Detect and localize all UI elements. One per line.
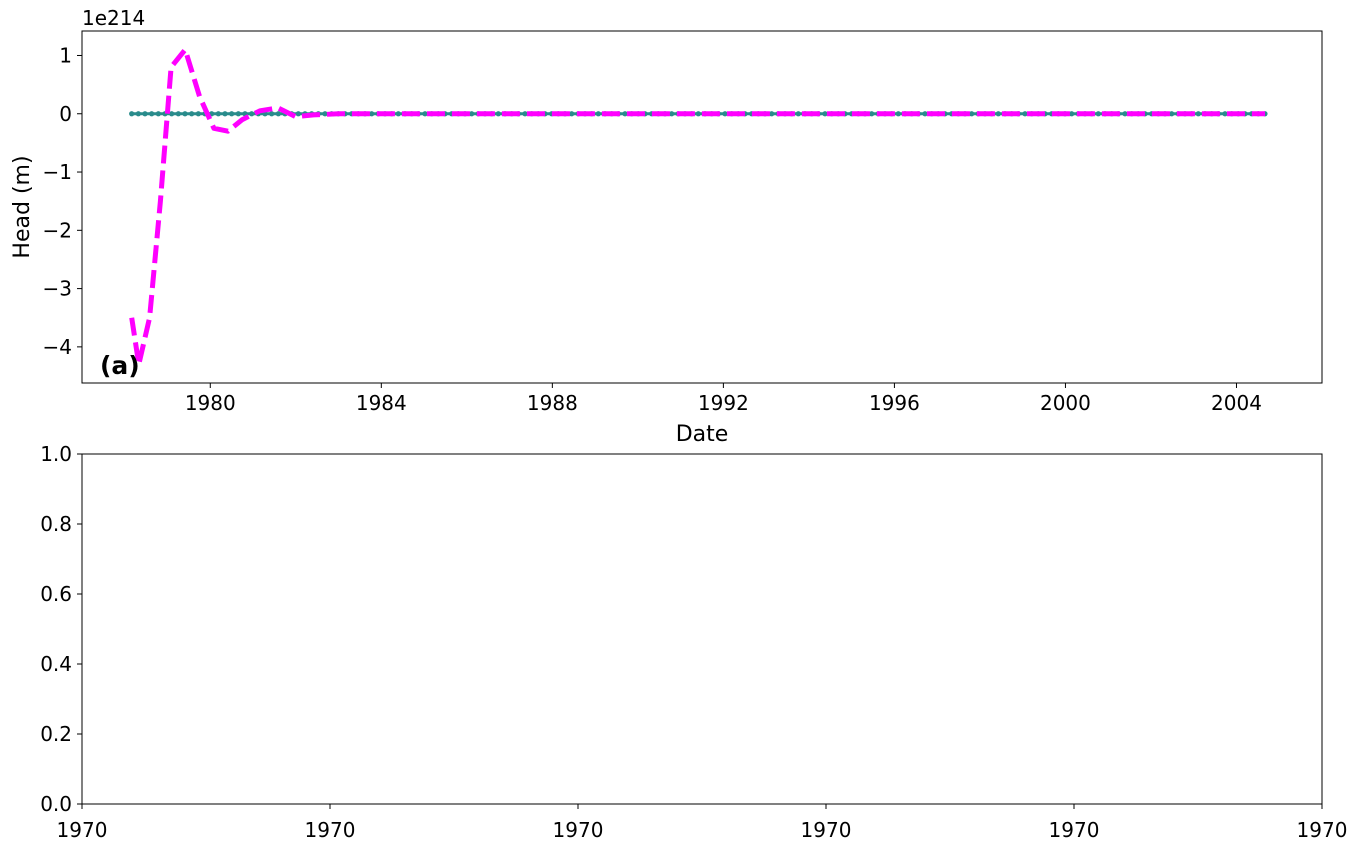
observed-point [969,111,975,117]
observed-point [1022,111,1028,117]
top-x-tick-label: 2000 [1040,391,1091,415]
observed-point [695,111,701,117]
top-y-tick-label: −1 [43,160,72,184]
bottom-x-tick-label: 1970 [801,818,852,842]
observed-point [142,111,148,117]
top-x-tick-label: 1980 [185,391,236,415]
top-y-tick-label: −4 [43,335,72,359]
top-y-tick-label: −3 [43,277,72,301]
bottom-x-tick-label: 1970 [553,818,604,842]
observed-point [495,111,501,117]
top-y-tick-label: −2 [43,218,72,242]
top-x-tick-label: 1992 [698,391,749,415]
top-series-layer [129,47,1268,367]
observed-point [1169,111,1175,117]
bottom-y-axis-ticks: 0.0 0.2 0.4 0.6 0.8 1.0 [40,442,82,816]
top-y-offset-label: 1e214 [82,6,145,30]
bottom-chart-panel: 1970 1970 1970 1970 1970 1970 0.0 0.2 0.4 0.6 0.8… [40,442,1347,842]
observed-point [295,111,301,117]
observed-point [169,111,175,117]
observed-point [1122,111,1128,117]
observed-point [569,111,575,117]
bottom-x-tick-label: 1970 [305,818,356,842]
observed-point [182,111,188,117]
observed-point [769,111,775,117]
top-x-tick-label: 1996 [869,391,920,415]
bottom-y-tick-label: 0.8 [40,512,72,536]
observed-point [1069,111,1075,117]
top-plot-frame [81,30,1323,384]
top-x-axis-label: Date [676,422,729,447]
observed-point [469,111,475,117]
observed-point [895,111,901,117]
observed-point [522,111,528,117]
top-x-tick-label: 1984 [356,391,407,415]
observed-point [195,111,201,117]
observed-point [189,111,195,117]
observed-point [422,111,428,117]
observed-point [135,111,141,117]
observed-point [1222,111,1228,117]
observed-point [369,111,375,117]
observed-point [275,111,281,117]
bottom-x-tick-label: 1970 [1049,818,1100,842]
bottom-y-tick-label: 0.2 [40,722,72,746]
bottom-x-axis-ticks: 1970 1970 1970 1970 1970 1970 [57,804,1348,842]
top-y-tick-label: 1 [59,43,72,67]
observed-point [1195,111,1201,117]
observed-point [175,111,181,117]
top-x-tick-label: 2004 [1211,391,1262,415]
observed-point [822,111,828,117]
bottom-x-tick-label: 1970 [57,818,108,842]
bottom-y-tick-label: 0.0 [40,792,72,816]
bottom-x-tick-label: 1970 [1297,818,1348,842]
observed-point [222,111,228,117]
observed-point [395,111,401,117]
observed-point [215,111,221,117]
observed-point [995,111,1001,117]
observed-point [722,111,728,117]
observed-point [1095,111,1101,117]
top-y-tick-label: 0 [59,102,72,126]
observed-point [229,111,235,117]
observed-point [595,111,601,117]
observed-point [669,111,675,117]
observed-point [869,111,875,117]
bottom-y-tick-label: 0.4 [40,652,72,676]
observed-point [269,111,275,117]
observed-point [129,111,135,117]
observed-point [922,111,928,117]
observed-point [149,111,155,117]
bottom-y-tick-label: 1.0 [40,442,72,466]
top-y-axis-ticks: 1 0 −1 −2 −3 −4 [43,43,82,359]
observed-point [155,111,161,117]
panel-label-a: (a) [100,351,140,380]
observed-point [249,111,255,117]
bottom-plot-frame [81,453,1323,805]
simulated-series-line [129,47,1265,367]
observed-point [622,111,628,117]
top-chart-panel: 1980 1984 1988 1992 1996 2000 2004 10−1−2−3−4 … [10,6,1323,447]
bottom-y-tick-label: 0.6 [40,582,72,606]
top-x-tick-label: 1988 [527,391,578,415]
observed-point [322,111,328,117]
observed-point [795,111,801,117]
observed-point [235,111,241,117]
top-y-axis-label: Head (m) [10,155,35,258]
top-x-axis-ticks: 1980 1984 1988 1992 1996 2000 2004 [185,383,1262,415]
